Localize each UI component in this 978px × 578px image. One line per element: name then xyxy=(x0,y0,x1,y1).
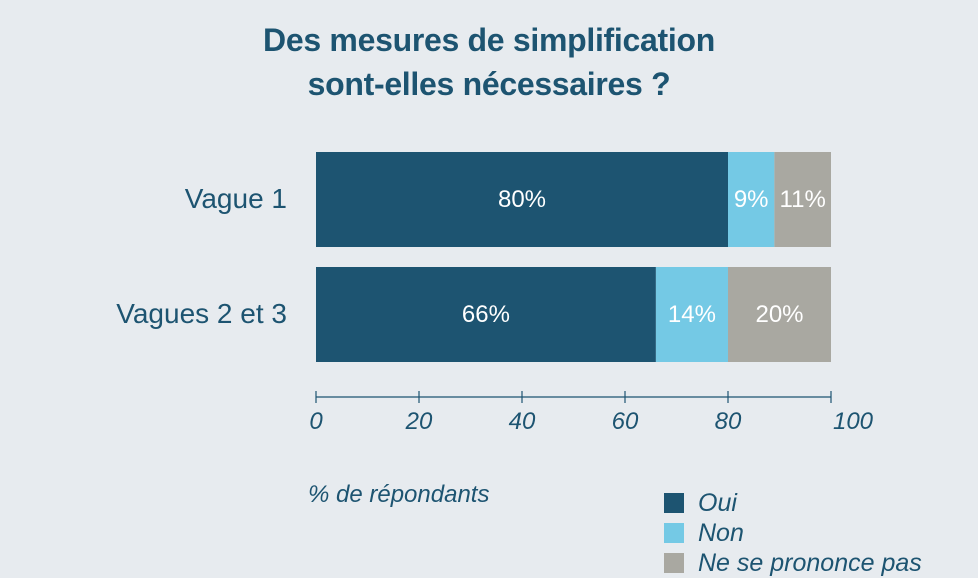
x-tick-label-20: 20 xyxy=(405,408,433,435)
chart-title-line-2: sont-elles nécessaires ? xyxy=(307,66,671,102)
bar-ne-se-prononce-pas-vagues-2-et-3 xyxy=(728,267,831,362)
legend-item-non: Non xyxy=(664,518,922,548)
x-axis-label: % de répondants xyxy=(308,481,490,508)
legend-item-ne-se-prononce-pas: Ne se prononce pas xyxy=(664,548,922,578)
legend-label-oui: Oui xyxy=(698,488,737,517)
bar-non-vague-1 xyxy=(728,152,775,247)
legend-swatch-oui xyxy=(664,493,684,513)
legend: Oui Non Ne se prononce pas xyxy=(664,488,922,578)
bar-oui-vague-1 xyxy=(316,152,728,247)
data-label-non-vague-1: 9% xyxy=(734,186,769,213)
category-label-vague-1: Vague 1 xyxy=(185,183,287,214)
data-label-ne-se-prononce-pas-vagues-2-et-3: 20% xyxy=(755,301,803,328)
x-tick-label-80: 80 xyxy=(715,408,742,435)
legend-swatch-ne-se-prononce-pas xyxy=(664,553,684,573)
chart-title-line-1: Des mesures de simplification xyxy=(263,22,715,58)
data-label-ne-se-prononce-pas-vague-1: 11% xyxy=(780,186,826,213)
legend-swatch-non xyxy=(664,523,684,543)
bar-non-vagues-2-et-3 xyxy=(655,267,728,362)
x-tick-label-0: 0 xyxy=(309,408,323,435)
category-label-vagues-2-et-3: Vagues 2 et 3 xyxy=(116,298,287,329)
data-label-oui-vague-1: 80% xyxy=(498,186,546,213)
bar-ne-se-prononce-pas-vague-1 xyxy=(774,152,831,247)
x-tick-label-40: 40 xyxy=(509,408,536,435)
x-tick-label-100: 100 xyxy=(833,408,874,435)
data-label-oui-vagues-2-et-3: 66% xyxy=(462,301,510,328)
legend-item-oui: Oui xyxy=(664,488,922,518)
legend-label-ne-se-prononce-pas: Ne se prononce pas xyxy=(698,548,922,577)
bar-oui-vagues-2-et-3 xyxy=(316,267,656,362)
legend-label-non: Non xyxy=(698,518,744,547)
x-tick-label-60: 60 xyxy=(612,408,639,435)
chart-title: Des mesures de simplification sont-elles… xyxy=(0,18,978,106)
data-label-non-vagues-2-et-3: 14% xyxy=(668,301,716,328)
